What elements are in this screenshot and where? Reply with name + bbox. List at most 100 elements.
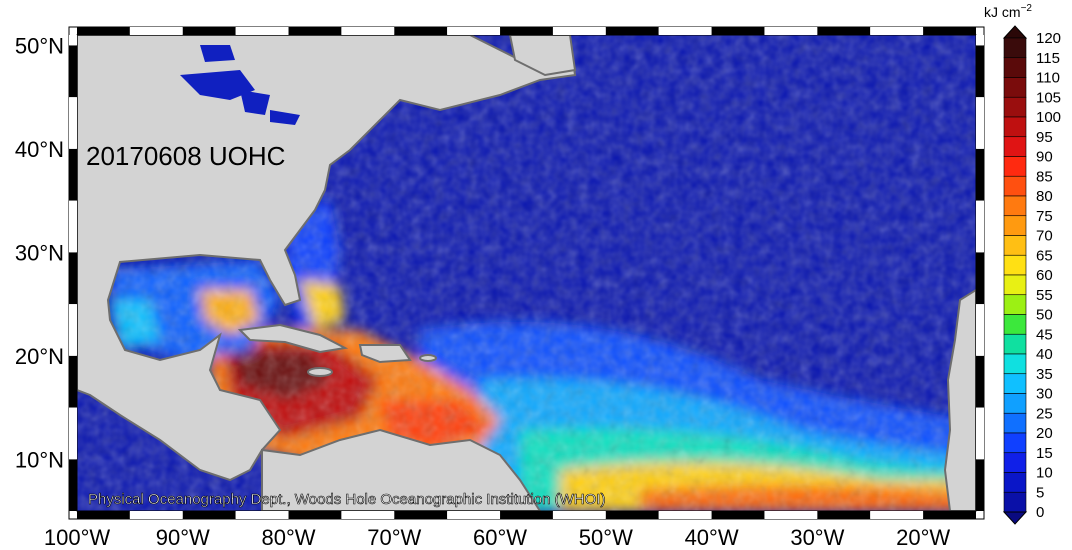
colorbar-swatch (1003, 235, 1027, 256)
colorbar-swatch (1003, 432, 1027, 454)
frame-tick-segment (69, 407, 77, 460)
colorbar-label: 105 (1036, 89, 1061, 106)
colorbar-unit: kJ cm−2 (984, 3, 1032, 20)
colorbar: kJ cm−2 12011511010510095908580757065605… (984, 3, 1061, 525)
colorbar-label: 40 (1036, 346, 1053, 363)
frame-tick-segment (500, 511, 553, 519)
latitude-label: 10°N (15, 447, 64, 472)
colorbar-label: 65 (1036, 247, 1053, 264)
credit-text: Physical Oceanography Dept., Woods Hole … (88, 491, 605, 508)
latitude-label: 50°N (15, 33, 64, 58)
colorbar-swatch (1003, 393, 1027, 414)
frame-tick-segment (870, 511, 924, 519)
frame-tick-segment (711, 511, 765, 519)
frame-tick-segment (341, 27, 395, 35)
frame-tick-segment (976, 148, 984, 201)
colorbar-label: 0 (1036, 504, 1044, 521)
colorbar-label: 90 (1036, 149, 1053, 166)
frame-tick-segment (69, 45, 77, 98)
longitude-labels: 100°W 90°W 80°W 70°W 60°W 50°W 40°W 30°W 20°W (44, 525, 951, 550)
colorbar-label: 85 (1036, 168, 1053, 185)
colorbar-swatch (1003, 175, 1027, 197)
frame-tick-segment (658, 511, 712, 519)
colorbar-label: 70 (1036, 228, 1053, 245)
frame-tick-segment (447, 27, 501, 35)
colorbar-swatch (1003, 294, 1027, 315)
frame-tick-segment (129, 511, 183, 519)
frame-tick-segment (69, 355, 77, 408)
colorbar-swatch (1003, 57, 1027, 78)
latitude-labels: 50°N 40°N 30°N 20°N 10°N (15, 33, 64, 472)
colorbar-swatch (1003, 254, 1027, 276)
map-title: 20170608 UOHC (86, 141, 285, 171)
frame-tick-segment (976, 459, 984, 511)
colorbar-swatch (1003, 491, 1027, 513)
frame-tick-segment (447, 511, 501, 519)
frame-tick-segment (976, 304, 984, 356)
colorbar-swatch (1003, 373, 1027, 394)
frame-tick-segment (552, 511, 606, 519)
frame-tick-segment (711, 27, 765, 35)
frame-tick-segment (817, 27, 871, 35)
longitude-label: 40°W (685, 525, 739, 550)
frame-tick-segment (976, 35, 984, 46)
colorbar-swatch (1003, 274, 1027, 296)
frame-tick-segment (69, 97, 77, 149)
longitude-label: 80°W (262, 525, 316, 550)
frame-tick-segment (235, 27, 289, 35)
frame-tick-segment (923, 511, 976, 519)
colorbar-label: 60 (1036, 267, 1053, 284)
frame-tick-segment (605, 511, 659, 519)
frame-tick-segment (976, 97, 984, 149)
longitude-label: 70°W (367, 525, 421, 550)
colorbar-label: 110 (1036, 70, 1060, 87)
frame-tick-segment (69, 35, 77, 46)
colorbar-swatch (1003, 136, 1027, 157)
frame-tick-segment (764, 27, 818, 35)
frame-tick-segment (923, 27, 976, 35)
colorbar-swatch (1003, 215, 1027, 236)
colorbar-swatch (1003, 333, 1027, 355)
hispaniola-land (358, 344, 412, 364)
colorbar-swatch (1003, 96, 1027, 118)
colorbar-label: 95 (1036, 129, 1053, 146)
colorbar-swatch (1003, 195, 1027, 217)
latitude-label: 20°N (15, 344, 64, 369)
longitude-label: 30°W (790, 525, 844, 550)
colorbar-min-arrow (1002, 511, 1028, 525)
land-masses (77, 35, 976, 511)
frame-tick-segment (235, 511, 289, 519)
frame-tick-segment (69, 304, 77, 356)
africa-land (943, 288, 976, 511)
colorbar-swatch (1003, 77, 1027, 98)
colorbar-label: 75 (1036, 208, 1053, 225)
colorbar-label: 20 (1036, 425, 1053, 442)
colorbar-label: 55 (1036, 287, 1053, 304)
colorbar-swatch (1003, 37, 1027, 59)
colorbar-swatch (1003, 314, 1027, 335)
frame-tick-segment (77, 511, 130, 519)
frame-tick-segment (976, 45, 984, 98)
colorbar-label: 25 (1036, 405, 1053, 422)
frame-tick-segment (69, 459, 77, 511)
latitude-label: 30°N (15, 240, 64, 265)
frame-tick-segment (817, 511, 871, 519)
colorbar-swatch (1003, 353, 1027, 375)
frame-tick-segment (288, 511, 342, 519)
colorbar-swatch (1003, 156, 1027, 177)
colorbar-label: 10 (1036, 465, 1053, 482)
colorbar-swatch (1003, 412, 1027, 434)
latitude-label: 40°N (15, 137, 64, 162)
map-frame (68, 26, 985, 520)
frame-tick-segment (764, 511, 818, 519)
frame-tick-segment (77, 27, 130, 35)
frame-tick-segment (69, 148, 77, 201)
colorbar-label: 50 (1036, 307, 1053, 324)
frame-tick-segment (69, 200, 77, 253)
frame-tick-segment (341, 511, 395, 519)
longitude-label: 50°W (579, 525, 633, 550)
frame-tick-segment (182, 27, 236, 35)
map-panel (77, 35, 976, 511)
colorbar-max-arrow (1002, 25, 1028, 39)
